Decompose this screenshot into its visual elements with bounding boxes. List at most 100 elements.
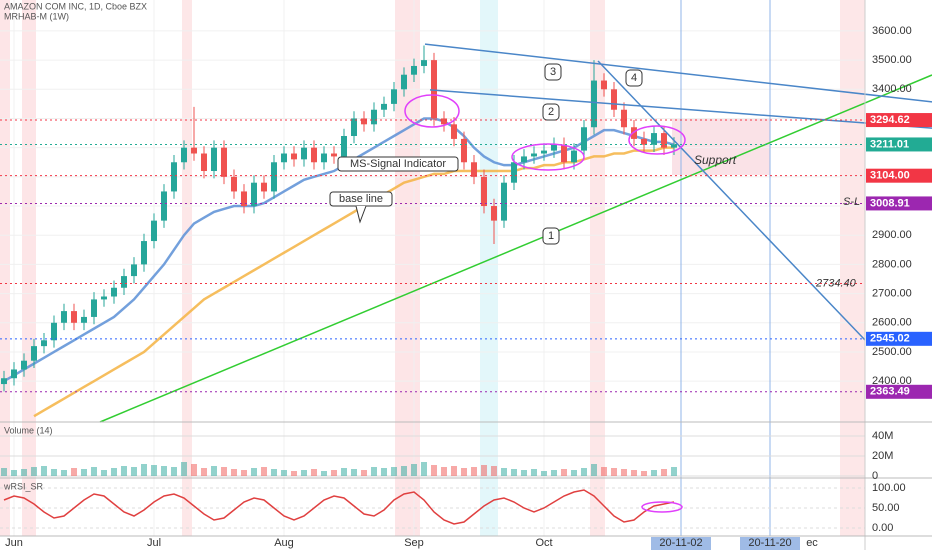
annotation: S-L	[843, 196, 860, 208]
y-tick-label: 2900.00	[872, 229, 912, 241]
volume-bar	[551, 470, 557, 476]
candle-body	[451, 124, 457, 139]
volume-bar	[161, 466, 167, 476]
y-tick-label: 50.00	[872, 502, 900, 514]
candle-body	[281, 153, 287, 163]
volume-bar	[21, 469, 27, 476]
volume-bar	[581, 468, 587, 476]
volume-bar	[111, 468, 117, 476]
volume-bar	[291, 471, 297, 476]
candle-body	[211, 147, 217, 172]
volume-bar	[271, 469, 277, 476]
x-tick-label: Jun	[5, 537, 23, 549]
candle-body	[521, 156, 527, 163]
candle-body	[601, 80, 607, 90]
callout	[544, 63, 562, 81]
candle-body	[251, 182, 257, 207]
candle-body	[161, 191, 167, 221]
price-badge	[866, 137, 932, 152]
candle-body	[641, 138, 647, 145]
candle-body	[471, 162, 477, 177]
price-badge-label: 2363.49	[870, 386, 910, 398]
candle-body	[371, 109, 377, 125]
candle-body	[241, 191, 247, 207]
candle-body	[571, 150, 577, 163]
candle-body	[551, 144, 557, 151]
volume-bar	[221, 467, 227, 476]
volume-bar	[411, 464, 417, 476]
volume-bar	[311, 469, 317, 476]
volume-bar	[241, 470, 247, 476]
volume-bar	[131, 467, 137, 476]
x-tick-label: Sep	[404, 537, 424, 549]
y-tick-label: 3400.00	[872, 83, 912, 95]
price-badge	[866, 196, 932, 211]
pane-title: Volume (14)	[4, 425, 53, 435]
volume-bar	[81, 469, 87, 476]
volume-bar	[351, 469, 357, 476]
pane-title: wRSI_SR	[3, 481, 44, 491]
volume-bar	[331, 470, 337, 476]
annotation: 2	[548, 106, 554, 118]
price-level-label: 2734.40	[815, 277, 857, 289]
candle-body	[51, 322, 57, 341]
volume-bar	[261, 467, 267, 476]
volume-bar	[561, 469, 567, 476]
volume-bar	[391, 467, 397, 476]
x-tick-label: Oct	[535, 537, 552, 549]
candle-body	[671, 144, 677, 148]
candle-body	[341, 135, 347, 157]
candle-body	[271, 162, 277, 192]
y-tick-label: 40M	[872, 430, 893, 442]
y-tick-label: 2400.00	[872, 375, 912, 387]
price-badge-label: 3294.62	[870, 114, 910, 126]
callout	[542, 227, 560, 245]
price-badge	[866, 113, 932, 128]
chart-title: AMAZON COM INC, 1D, Cboe BZX	[4, 1, 147, 11]
volume-bar	[41, 466, 47, 476]
x-marker-label: 20-11-02	[659, 537, 702, 549]
annotation: MS-Signal Indicator	[350, 158, 446, 170]
volume-bar	[531, 469, 537, 476]
volume-bar	[611, 468, 617, 476]
volume-bar	[541, 471, 547, 476]
highlight	[511, 143, 585, 171]
candle-body	[191, 147, 197, 154]
volume-bar	[191, 464, 197, 476]
y-tick-label: 0.00	[872, 522, 893, 534]
volume-bar	[661, 469, 667, 476]
candle-body	[81, 316, 87, 323]
volume-bar	[1, 468, 7, 476]
callout	[625, 69, 643, 87]
candle-body	[111, 287, 117, 297]
axes: 2400.002500.002600.002700.002800.002900.…	[3, 25, 932, 550]
candle-body	[321, 153, 327, 163]
annotation: 1	[548, 230, 554, 242]
candle-body	[311, 147, 317, 163]
callout-pointer	[355, 205, 367, 224]
candle-body	[221, 147, 227, 177]
x-tick-label: Aug	[274, 537, 294, 549]
volume-bar	[51, 469, 57, 476]
candle-body	[101, 296, 107, 300]
volume-bar	[121, 466, 127, 476]
volume-bar	[151, 465, 157, 476]
candle-body	[421, 60, 427, 66]
volume-bar	[471, 467, 477, 476]
volume-bar	[671, 467, 677, 476]
y-tick-label: 2800.00	[872, 258, 912, 270]
callout	[542, 103, 560, 121]
chart-subtitle: MRHAB-M (1W)	[4, 11, 69, 21]
volume-bar	[231, 469, 237, 476]
annotation: base line	[339, 193, 383, 205]
trendline	[429, 89, 932, 129]
volume-bar	[201, 468, 207, 476]
candle-body	[41, 340, 47, 347]
annotations: MS-Signal Indicator base line Support S-…	[329, 63, 860, 513]
annotation: 3	[550, 66, 556, 78]
candle-body	[531, 153, 537, 157]
y-tick-label: 2500.00	[872, 346, 912, 358]
price-badge-label: 3104.00	[870, 170, 910, 182]
annotation: 4	[631, 72, 637, 84]
